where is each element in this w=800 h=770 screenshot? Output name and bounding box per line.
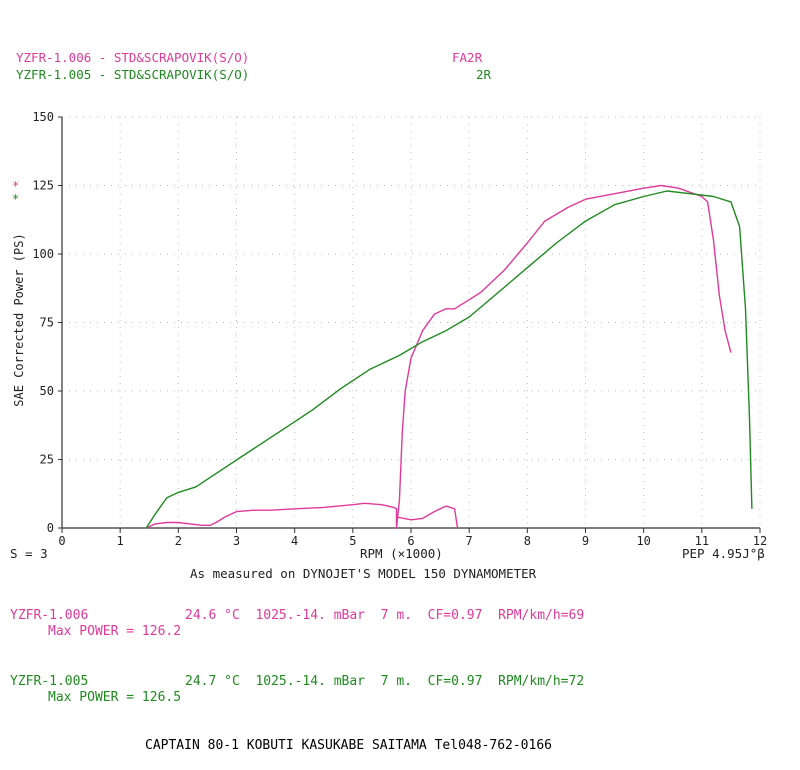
chart-series xyxy=(145,184,753,529)
y-tick-label: 75 xyxy=(40,316,54,330)
y-tick-label: 0 xyxy=(47,521,54,535)
chart-axes xyxy=(61,117,760,529)
x-tick-label: 7 xyxy=(466,534,473,548)
y-tick-label: 150 xyxy=(32,110,54,124)
x-tick-label: 0 xyxy=(58,534,65,548)
y-tick-label: 50 xyxy=(40,384,54,398)
series-line-1 xyxy=(396,505,459,529)
y-tick-label: 100 xyxy=(32,247,54,261)
x-tick-label: 6 xyxy=(407,534,414,548)
x-tick-label: 8 xyxy=(524,534,531,548)
run2-header-label: YZFR-1.005 - STD&SCRAPOVIK(S/O) xyxy=(16,67,250,82)
x-tick-label: 1 xyxy=(117,534,124,548)
x-tick-label: 9 xyxy=(582,534,589,548)
run1-header-label: YZFR-1.006 - STD&SCRAPOVIK(S/O) xyxy=(16,50,250,65)
chart-grid xyxy=(62,116,761,528)
y-axis-label: SAE Corrected Power (PS) xyxy=(12,233,26,406)
x-tick-label: 3 xyxy=(233,534,240,548)
dyno-caption: As measured on DYNOJET'S MODEL 150 DYNAM… xyxy=(190,566,537,581)
run1-header-code: FA2R xyxy=(452,50,483,65)
y-tick-label: 125 xyxy=(32,179,54,193)
x-tick-label: 5 xyxy=(349,534,356,548)
run1-marker: * xyxy=(12,179,19,193)
run2-model: YZFR-1.005 xyxy=(10,674,89,689)
smoothing-label: S = 3 xyxy=(10,546,48,561)
pep-label: PEP 4.95J°β xyxy=(682,546,765,561)
x-tick-label: 4 xyxy=(291,534,298,548)
series-line-0 xyxy=(146,184,732,529)
run2-header-code: 2R xyxy=(476,67,492,82)
run1-max-power: Max POWER = 126.2 xyxy=(48,624,182,639)
x-tick-label: 2 xyxy=(175,534,182,548)
y-tick-label: 25 xyxy=(40,453,54,467)
series-line-2 xyxy=(145,190,753,529)
run2-details: 24.7 °C 1025.-14. mBar 7 m. CF=0.97 RPM/… xyxy=(185,674,585,689)
run1-details: 24.6 °C 1025.-14. mBar 7 m. CF=0.97 RPM/… xyxy=(185,608,585,623)
x-tick-label: 12 xyxy=(753,534,767,548)
run1-model: YZFR-1.006 xyxy=(10,608,89,623)
x-axis-title: RPM (×1000) xyxy=(360,546,443,561)
shop-footer: CAPTAIN 80-1 KOBUTI KASUKABE SAITAMA Tel… xyxy=(145,738,552,753)
run2-max-power: Max POWER = 126.5 xyxy=(48,690,182,705)
x-tick-label: 10 xyxy=(636,534,650,548)
run2-marker: * xyxy=(12,192,19,206)
x-tick-label: 11 xyxy=(695,534,709,548)
